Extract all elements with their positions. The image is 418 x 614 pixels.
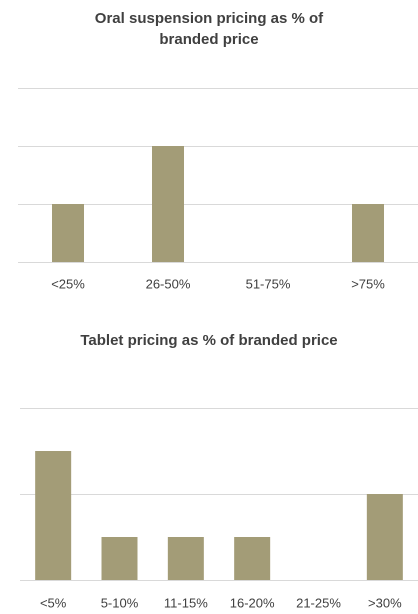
bar [366, 494, 403, 580]
bar [352, 204, 384, 262]
chart-title: Tablet pricing as % of branded price [80, 332, 338, 349]
bar [101, 537, 138, 580]
x-tick-label: 26-50% [146, 276, 191, 291]
x-tick-label: 21-25% [296, 595, 341, 610]
bar [152, 146, 184, 262]
x-tick-label: >30% [368, 595, 402, 610]
x-tick-label: 16-20% [230, 595, 275, 610]
bar [35, 451, 72, 580]
x-tick-label: 5-10% [101, 595, 139, 610]
x-tick-label: <5% [40, 595, 67, 610]
bar [167, 537, 204, 580]
x-tick-label: <25% [51, 276, 85, 291]
x-tick-label: >75% [351, 276, 385, 291]
x-tick-label: 51-75% [246, 276, 291, 291]
x-tick-label: 11-15% [164, 595, 208, 610]
bar [52, 204, 84, 262]
bar [234, 537, 271, 580]
chart-title: Oral suspension pricing as % of branded … [94, 10, 324, 48]
